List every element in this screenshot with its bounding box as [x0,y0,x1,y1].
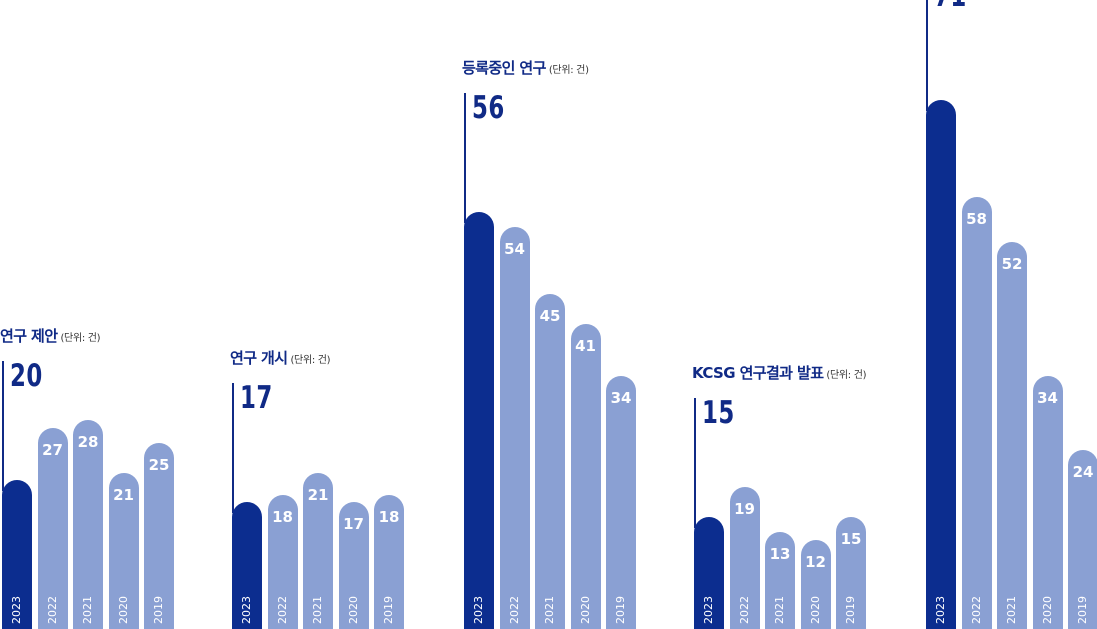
year-label: 2021 [773,596,786,624]
bar-value-label: 15 [840,530,862,549]
bar-2023: 2023 [2,480,32,629]
chart-title-text: 등록중인 연구 [462,58,546,77]
chart-group: 등록중인 연구 (단위: 건) 56 2023 54 2022 45 2021 41 2020 34… [462,0,684,629]
bar-value-label: 45 [539,306,561,325]
accent-line [694,398,696,529]
year-label: 2023 [934,596,947,624]
bar-2020: 12 2020 [800,539,831,629]
chart-title: 연구 제안 (단위: 건) [0,327,101,348]
bar-value-label: 21 [307,485,329,504]
accent-line [2,361,4,491]
bar-value-label: 41 [575,336,596,355]
bar-value-label: 18 [272,507,293,526]
year-label: 2022 [507,596,521,624]
year-label: 2019 [152,596,165,624]
chart-unit: (단위: 건) [60,333,101,344]
bar-value-label: 13 [769,545,791,564]
year-label: 2021 [543,596,556,624]
bar-2023: 2023 [232,502,262,629]
bar-value-label: 12 [805,552,826,571]
year-label: 2019 [614,596,627,624]
year-label: 2022 [737,596,751,624]
highlight-value: 17 [240,380,273,417]
chart-title-text: 연구 개시 [230,349,288,368]
accent-line [926,0,928,112]
bar-2021: 13 2021 [765,532,795,629]
highlight-value: 71 [934,0,967,13]
bar-value-label: 34 [610,388,632,407]
highlight-value: 56 [472,89,505,126]
bar-value-label: 28 [77,433,99,452]
year-label: 2022 [969,596,983,624]
bar-2021: 28 2021 [73,420,103,629]
bar-2019: 34 2019 [606,375,636,629]
year-label: 2020 [578,596,592,624]
bar-value-label: 54 [504,239,525,258]
chart-group: 연구 지원인력(단위: 명)71202358202252202134202024… [926,0,1097,629]
year-label: 2020 [346,596,360,624]
chart-unit: (단위: 건) [290,355,331,367]
chart-title: 연구 개시 (단위: 건) [230,349,331,370]
chart-title-text: 연구 제안 [0,327,58,345]
year-label: 2019 [382,596,395,624]
highlight-value: 20 [10,358,43,394]
bar-2021: 21 2021 [303,472,333,629]
bar-2022: 18 2022 [267,494,298,629]
year-label: 2020 [808,596,822,624]
chart-title: 등록중인 연구 (단위: 건) [462,59,589,80]
bar-2019: 18 2019 [374,494,404,629]
bar-2020: 21 2020 [108,472,139,629]
bar-value-label: 58 [966,209,987,228]
year-label: 2023 [240,596,253,624]
bar-value-label: 17 [343,515,364,534]
year-label: 2019 [844,596,857,624]
bar-2022: 54 2022 [499,226,530,629]
year-label: 2020 [116,596,130,624]
chart-group: 연구 제안 (단위: 건) 20 2023 27 2022 28 2021 21 2020 25 20… [0,0,222,629]
chart-unit: (단위: 건) [826,370,867,382]
bar-value-label: 34 [1037,388,1058,407]
highlight-value: 15 [702,395,735,432]
year-label: 2021 [81,596,94,624]
chart-group: 연구 개시 (단위: 건) 17 2023 18 2022 21 2021 17 2020 18 20… [230,0,452,629]
bar-2021: 45 2021 [535,293,565,629]
bar-value-label: 25 [148,455,170,474]
bar-value-label: 19 [734,500,755,519]
chart-unit: (단위: 건) [548,64,589,76]
bar-2023: 2023 [694,517,724,629]
bar-2020: 34 2020 [1032,375,1063,629]
year-label: 2021 [1005,596,1018,624]
bar-2020: 41 2020 [570,323,601,629]
year-label: 2023 [10,596,23,624]
year-label: 2023 [702,596,715,624]
bar-2020: 17 2020 [338,502,369,629]
chart-group: KCSG 연구결과 발표 (단위: 건) 15 2023 19 2022 13 2021 12 2… [692,0,914,629]
bar-2019: 15 2019 [836,517,866,629]
bar-2019: 25 2019 [144,442,174,629]
bar-value-label: 18 [378,507,400,526]
accent-line [464,92,466,223]
year-label: 2023 [472,596,485,624]
bar-2023: 2023 [464,211,494,629]
bar-2022: 19 2022 [729,487,760,629]
bar-2019: 24 2019 [1068,450,1097,629]
year-label: 2020 [1040,596,1054,624]
bar-value-label: 27 [42,440,63,459]
bar-2021: 52 2021 [997,241,1027,629]
chart-title-text: KCSG 연구결과 발표 [692,364,824,383]
year-label: 2019 [1076,596,1089,624]
bar-2022: 58 2022 [961,196,992,629]
bar-value-label: 52 [1001,254,1023,273]
year-label: 2022 [275,596,289,624]
accent-line [232,383,234,514]
bar-2022: 27 2022 [37,427,68,629]
year-label: 2021 [311,596,324,624]
bar-2023: 2023 [926,100,956,629]
year-label: 2022 [45,596,59,624]
chart-title: KCSG 연구결과 발표 (단위: 건) [692,364,867,385]
bar-value-label: 24 [1072,463,1094,482]
bar-value-label: 21 [113,485,134,504]
